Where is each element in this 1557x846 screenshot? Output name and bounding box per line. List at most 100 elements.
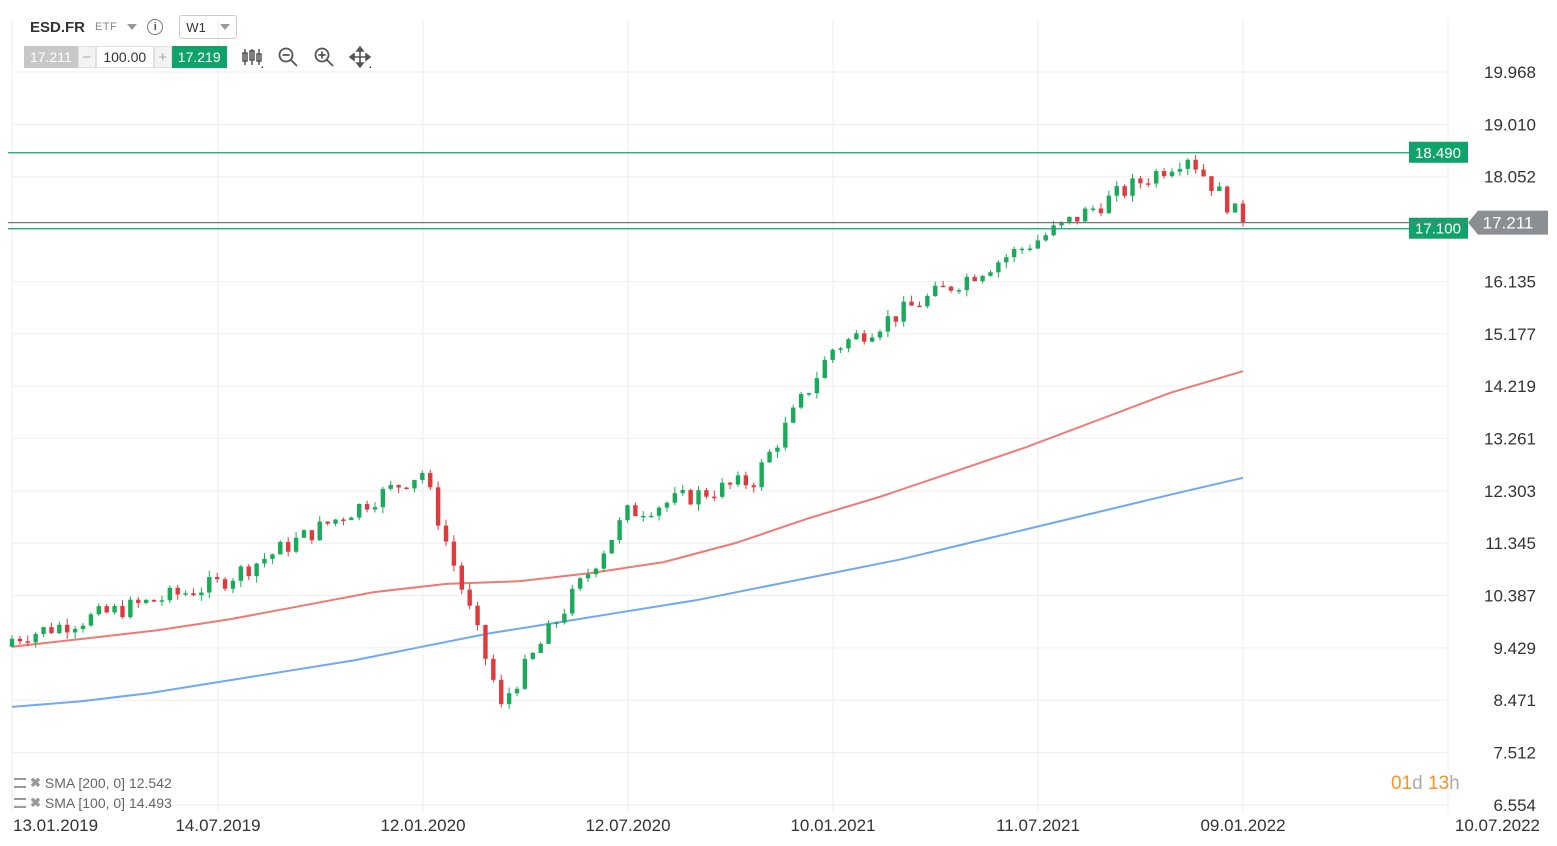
legend-item-sma-100[interactable]: ✖ SMA [100, 0] 14.493 bbox=[14, 793, 172, 813]
minus-icon[interactable]: − bbox=[77, 46, 96, 68]
bid-price[interactable]: 17.211 bbox=[24, 46, 78, 68]
horizontal-levels[interactable]: 18.490 17.100 17.211 bbox=[8, 141, 1548, 239]
symbol-name[interactable]: ESD.FR bbox=[30, 18, 86, 36]
x-tick-label: 14.07.2019 bbox=[175, 816, 260, 835]
candle-body bbox=[964, 276, 970, 291]
close-icon[interactable]: ✖ bbox=[30, 795, 41, 810]
candle-body bbox=[80, 625, 86, 629]
countdown-days-unit: d bbox=[1412, 773, 1423, 794]
candle-body bbox=[491, 658, 496, 680]
zoom-in-icon[interactable] bbox=[313, 46, 335, 68]
timeframe-value: W1 bbox=[186, 19, 206, 35]
candle-body bbox=[1201, 169, 1206, 177]
candlestick-icon[interactable] bbox=[241, 46, 263, 68]
candle-body bbox=[593, 568, 599, 575]
candle-body bbox=[25, 641, 30, 643]
candle-body bbox=[467, 589, 472, 606]
candle-body bbox=[49, 627, 54, 634]
candle-body bbox=[1011, 248, 1017, 258]
candle-body bbox=[293, 537, 299, 552]
y-tick-label: 18.052 bbox=[1484, 168, 1536, 187]
candle-body bbox=[1169, 171, 1175, 177]
candle-body bbox=[530, 652, 536, 659]
x-tick-label: 11.07.2021 bbox=[996, 816, 1080, 835]
candle-body bbox=[980, 275, 985, 282]
candle-body bbox=[862, 333, 867, 342]
candle-body bbox=[412, 479, 417, 489]
candle-body bbox=[1098, 208, 1104, 214]
candle-body bbox=[175, 587, 180, 595]
candle-body bbox=[988, 272, 993, 276]
candle-body bbox=[601, 553, 607, 569]
info-icon[interactable]: i bbox=[147, 19, 164, 35]
candle-body bbox=[238, 566, 244, 581]
legend-label: SMA [200, 0] 12.542 bbox=[44, 775, 172, 791]
move-icon[interactable] bbox=[348, 46, 371, 68]
candle-body bbox=[791, 407, 796, 423]
candle-body bbox=[783, 422, 788, 448]
y-tick-label: 11.345 bbox=[1485, 534, 1536, 553]
settings-icon[interactable] bbox=[14, 798, 26, 808]
candle-body bbox=[1051, 225, 1056, 236]
y-tick-label: 13.261 bbox=[1484, 430, 1536, 449]
zoom-out-icon[interactable] bbox=[277, 46, 299, 68]
x-tick-label: 10.07.2022 bbox=[1455, 816, 1540, 835]
y-tick-label: 7.512 bbox=[1493, 744, 1536, 763]
x-tick-label: 12.01.2020 bbox=[380, 816, 465, 835]
candle-body bbox=[562, 613, 567, 623]
candle-body bbox=[672, 493, 678, 503]
candle-body bbox=[364, 503, 370, 510]
settings-icon[interactable] bbox=[14, 778, 26, 788]
candle-body bbox=[96, 606, 102, 615]
sma-lines bbox=[11, 370, 1244, 708]
chevron-down-icon[interactable] bbox=[127, 24, 138, 30]
quantity-input[interactable]: 100.00 bbox=[95, 46, 154, 68]
candle-body bbox=[451, 541, 457, 566]
legend-item-sma-200[interactable]: ✖ SMA [200, 0] 12.542 bbox=[14, 773, 172, 793]
instrument-type: ETF bbox=[95, 21, 118, 33]
y-tick-label: 19.010 bbox=[1484, 115, 1536, 134]
timeframe-select[interactable]: W1 bbox=[179, 15, 237, 39]
candle-body bbox=[57, 624, 62, 634]
candle-body bbox=[830, 349, 835, 360]
candle-body bbox=[41, 627, 46, 634]
candle-body bbox=[1075, 216, 1080, 222]
candle-body bbox=[1240, 203, 1246, 223]
candle-body bbox=[357, 503, 362, 518]
level-tag bbox=[1409, 141, 1468, 163]
plus-icon[interactable]: + bbox=[153, 46, 172, 68]
candle-body bbox=[349, 517, 354, 521]
countdown-days: 01 bbox=[1391, 773, 1413, 794]
current-price-label: 17.211 bbox=[1483, 214, 1534, 233]
candle-body bbox=[1153, 171, 1159, 184]
candle-body bbox=[404, 487, 409, 490]
candle-body bbox=[183, 593, 188, 595]
candle-body bbox=[1161, 171, 1167, 177]
candle-body bbox=[775, 447, 780, 452]
candles[interactable] bbox=[9, 155, 1246, 709]
countdown-hours-unit: h bbox=[1449, 773, 1460, 794]
candle-body bbox=[167, 587, 173, 601]
y-tick-label: 6.554 bbox=[1493, 796, 1536, 815]
candle-body bbox=[199, 592, 204, 596]
candle-body bbox=[538, 643, 543, 653]
y-tick-label: 19.968 bbox=[1484, 63, 1536, 82]
candle-body bbox=[1082, 208, 1088, 222]
y-tick-label: 9.429 bbox=[1493, 639, 1536, 658]
candle-body bbox=[704, 490, 709, 497]
candle-body bbox=[838, 348, 843, 350]
candle-body bbox=[1067, 216, 1072, 222]
candle-body bbox=[680, 489, 685, 494]
candle-body bbox=[1138, 178, 1143, 184]
candle-body bbox=[1059, 221, 1064, 226]
candle-body bbox=[33, 633, 38, 643]
level-tag-label: 18.490 bbox=[1415, 145, 1461, 162]
candle-body bbox=[727, 482, 733, 485]
ask-price[interactable]: 17.219 bbox=[171, 46, 227, 68]
candle-body bbox=[641, 515, 646, 518]
candle-body bbox=[1232, 203, 1238, 213]
candle-body bbox=[664, 502, 670, 508]
close-icon[interactable]: ✖ bbox=[30, 775, 41, 790]
candle-body bbox=[1130, 178, 1135, 196]
